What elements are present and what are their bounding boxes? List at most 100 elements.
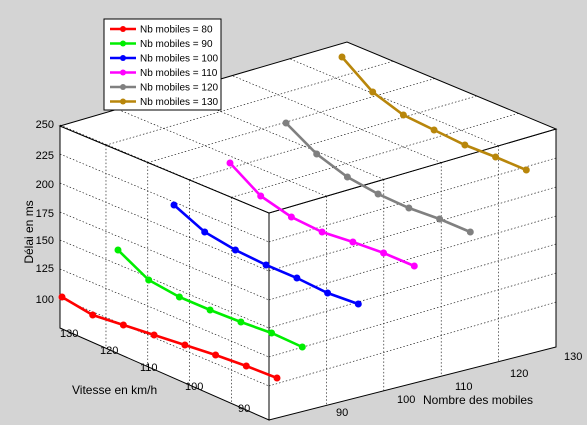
grid-line bbox=[59, 297, 270, 387]
legend-marker bbox=[120, 26, 126, 32]
data-point bbox=[273, 374, 281, 382]
data-point bbox=[282, 119, 290, 127]
data-point bbox=[492, 153, 500, 161]
data-point bbox=[298, 343, 306, 351]
x-tick-label: 100 bbox=[185, 381, 203, 393]
grid-line bbox=[268, 186, 557, 272]
grid-line bbox=[268, 272, 557, 358]
x-axis-ticks: 90 100 110 120 130 bbox=[60, 328, 250, 415]
grid-line bbox=[59, 124, 270, 214]
x-tick-label: 110 bbox=[140, 362, 158, 374]
y-tick-label: 90 bbox=[336, 407, 348, 419]
data-point bbox=[170, 201, 178, 209]
grid-line bbox=[117, 108, 327, 197]
data-point bbox=[257, 192, 265, 200]
grid-line bbox=[268, 215, 557, 301]
z-tick-label: 125 bbox=[36, 263, 54, 275]
y-tick-label: 100 bbox=[397, 394, 415, 406]
data-point bbox=[206, 306, 214, 314]
data-point bbox=[293, 274, 301, 282]
y-axis-label: Nombre des mobiles bbox=[423, 393, 533, 407]
x-axis-label: Vitesse en km/h bbox=[72, 383, 157, 397]
legend-box bbox=[103, 18, 222, 111]
data-point bbox=[226, 159, 234, 167]
legend-label: Nb mobiles = 90 bbox=[140, 39, 213, 50]
data-point bbox=[212, 351, 220, 359]
legend-items: Nb mobiles = 80 Nb mobiles = 90 Nb mobiles… bbox=[110, 25, 219, 108]
data-point bbox=[145, 276, 153, 284]
data-point bbox=[318, 228, 326, 236]
data-point bbox=[242, 362, 250, 370]
x-tick-label: 130 bbox=[60, 328, 78, 340]
y-tick-label: 120 bbox=[510, 368, 528, 380]
legend-label: Nb mobiles = 110 bbox=[140, 68, 218, 79]
grid-line bbox=[174, 92, 384, 180]
grid-line bbox=[59, 182, 270, 272]
data-point bbox=[380, 249, 388, 257]
data-point bbox=[231, 246, 239, 254]
data-point bbox=[399, 111, 407, 119]
data-point bbox=[181, 341, 189, 349]
data-point bbox=[466, 228, 474, 236]
grid-line bbox=[268, 128, 557, 214]
grid-line bbox=[59, 211, 270, 301]
data-point bbox=[58, 293, 66, 301]
grid-line bbox=[59, 268, 270, 358]
z-axis-label: Délai en ms bbox=[22, 200, 36, 263]
y-tick-label: 130 bbox=[564, 351, 582, 363]
data-point bbox=[237, 318, 245, 326]
x-tick-label: 120 bbox=[100, 345, 118, 357]
legend-marker bbox=[120, 98, 126, 105]
data-point bbox=[89, 311, 97, 319]
legend: Nb mobiles = 80 Nb mobiles = 90 Nb mobiles… bbox=[103, 18, 222, 111]
grid-line bbox=[59, 153, 270, 243]
data-point bbox=[324, 289, 332, 297]
data-point bbox=[114, 246, 122, 254]
series-layer bbox=[58, 53, 530, 382]
data-point bbox=[175, 293, 183, 301]
z-tick-label: 100 bbox=[36, 294, 54, 306]
data-point bbox=[369, 88, 377, 96]
legend-marker bbox=[120, 84, 126, 90]
data-point bbox=[313, 150, 321, 158]
data-point bbox=[354, 300, 362, 308]
x-tick-label: 90 bbox=[238, 403, 250, 415]
legend-label: Nb mobiles = 100 bbox=[140, 54, 219, 65]
data-point bbox=[461, 141, 469, 149]
legend-label: Nb mobiles = 80 bbox=[140, 25, 213, 36]
z-axis-ticks: 100 125 150 175 200 225 250 bbox=[36, 119, 54, 306]
data-point bbox=[410, 262, 418, 270]
legend-marker bbox=[120, 55, 126, 61]
z-tick-label: 250 bbox=[36, 119, 54, 131]
y-tick-label: 110 bbox=[455, 381, 473, 393]
data-point bbox=[436, 215, 444, 223]
grid-line bbox=[189, 95, 477, 181]
data-point bbox=[374, 190, 382, 198]
legend-marker bbox=[120, 69, 126, 76]
data-point bbox=[262, 261, 270, 269]
grid-line bbox=[231, 113, 519, 198]
grid-line bbox=[232, 75, 442, 163]
z-tick-label: 175 bbox=[36, 208, 54, 220]
data-point bbox=[119, 321, 127, 329]
data-point bbox=[405, 204, 413, 212]
z-tick-label: 200 bbox=[36, 179, 54, 191]
y-axis-ticks: 90 100 110 120 130 bbox=[336, 351, 582, 419]
data-point bbox=[349, 238, 357, 246]
grid bbox=[59, 58, 557, 406]
legend-label: Nb mobiles = 130 bbox=[140, 97, 219, 108]
data-point bbox=[522, 166, 530, 174]
series-line bbox=[61, 295, 278, 380]
data-point bbox=[268, 329, 276, 337]
grid-line bbox=[268, 301, 557, 387]
data-point bbox=[150, 331, 158, 339]
legend-label: Nb mobiles = 120 bbox=[140, 83, 219, 94]
top-pane bbox=[58, 41, 558, 214]
grid-line bbox=[59, 239, 270, 329]
z-tick-label: 150 bbox=[36, 235, 54, 247]
z-tick-label: 225 bbox=[36, 150, 54, 162]
grid-line bbox=[289, 58, 499, 147]
data-point bbox=[343, 173, 351, 181]
grid-line bbox=[268, 243, 557, 329]
